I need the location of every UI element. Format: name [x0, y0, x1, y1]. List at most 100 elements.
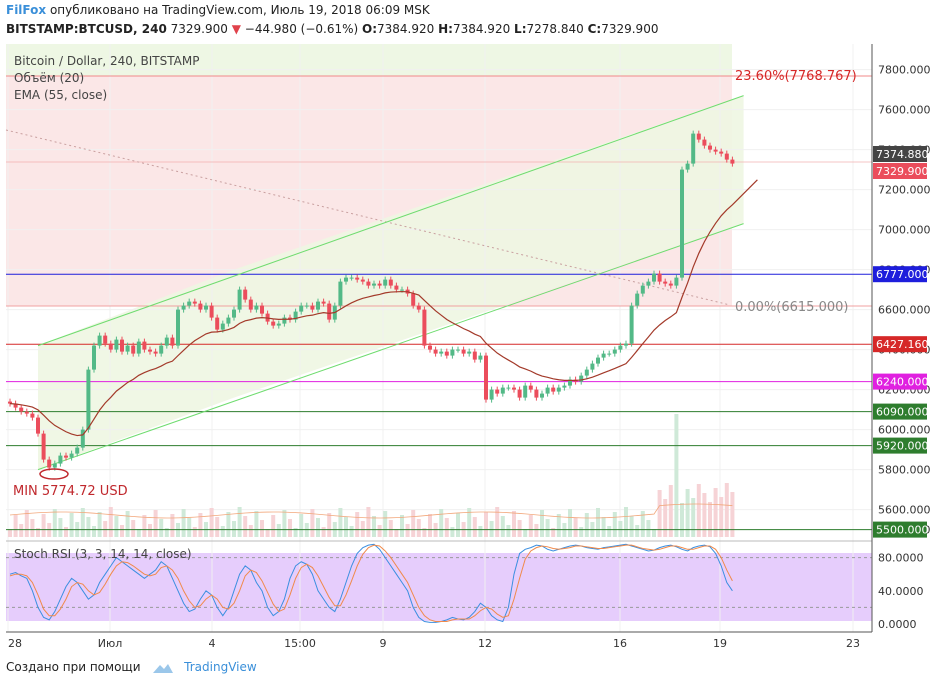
- candle-body: [422, 309, 427, 346]
- candle-body: [170, 337, 175, 346]
- candle-body: [176, 309, 180, 346]
- volume-bar: [405, 524, 410, 537]
- candle-body: [131, 345, 136, 354]
- volume-bar: [568, 509, 572, 537]
- volume-bar: [528, 515, 533, 537]
- candle-body: [517, 389, 522, 398]
- candle-body: [36, 417, 40, 434]
- volume-bar: [8, 529, 12, 537]
- stoch-title: Stoch RSI (3, 3, 14, 14, close): [14, 547, 192, 561]
- candle-body: [411, 293, 416, 306]
- candle-body: [674, 277, 679, 286]
- price-tag-bg: [873, 373, 927, 390]
- volume-bar: [310, 509, 315, 537]
- candle-body: [428, 345, 432, 350]
- close-value: 7329.900: [601, 22, 659, 36]
- down-triangle-icon: ▼: [231, 22, 241, 36]
- volume-bar: [708, 502, 712, 537]
- volume-bar: [472, 517, 477, 537]
- candle-body: [164, 337, 169, 346]
- candle-body: [310, 305, 315, 310]
- candle-body: [47, 459, 52, 468]
- candle-body: [344, 277, 348, 282]
- volume-bar: [545, 519, 550, 537]
- x-tick-label: Июл: [98, 637, 123, 650]
- candle-body: [148, 349, 152, 352]
- candle-body: [181, 305, 186, 310]
- volume-bar: [153, 510, 158, 537]
- volume-bar: [523, 529, 528, 537]
- volume-bar: [41, 514, 46, 537]
- candle-body: [512, 387, 516, 390]
- volume-bar: [114, 516, 119, 537]
- volume-bar: [685, 489, 690, 537]
- candle-body: [80, 429, 85, 448]
- volume-bar: [192, 527, 197, 537]
- volume-bar: [125, 511, 130, 537]
- volume-bar: [164, 528, 169, 537]
- price-tags: 7374.880 7329.900 6777.000 6427.160 6240.000…: [873, 146, 929, 538]
- candle-body: [484, 355, 488, 400]
- stoch-k: [9, 543, 733, 623]
- candle-body: [108, 343, 113, 350]
- volume-bar: [282, 510, 287, 537]
- candle-body: [691, 133, 696, 164]
- low-value: 7278.840: [526, 22, 584, 36]
- volume-bar: [657, 490, 662, 537]
- volume-bar: [696, 484, 701, 537]
- volume-bar: [478, 526, 483, 537]
- candle-body: [254, 305, 259, 310]
- candle-body: [472, 351, 477, 360]
- volume-bar: [624, 507, 628, 537]
- fib-bottom-label: 0.00%(6615.000): [735, 300, 848, 315]
- axes: 7800.0007600.0007400.0007200.0007000.000…: [6, 44, 931, 650]
- candle-body: [652, 273, 656, 282]
- author-name[interactable]: FilFox: [6, 3, 47, 17]
- candle-body: [372, 283, 376, 286]
- fib-top-label: 23.60%(7768.767): [735, 69, 857, 84]
- candle-body: [220, 323, 225, 330]
- volume-bar: [584, 513, 589, 537]
- volume-bar: [232, 521, 236, 537]
- volume-bar: [635, 525, 640, 537]
- candle-body: [629, 305, 634, 344]
- candle-body: [120, 339, 124, 352]
- volume-bar: [344, 517, 348, 537]
- candle-body: [243, 289, 248, 300]
- candle-body: [500, 387, 505, 394]
- tradingview-link[interactable]: TradingView: [184, 660, 257, 674]
- stoch-tick-label: 0.0000: [878, 618, 917, 631]
- candle-body: [702, 139, 707, 146]
- candle-body: [528, 385, 533, 390]
- volume-bar: [108, 507, 113, 537]
- x-tick-label: 12: [478, 637, 492, 650]
- candle-body: [584, 369, 589, 376]
- candle-body: [545, 387, 550, 394]
- ema-55: [9, 179, 758, 437]
- candle-body: [271, 321, 276, 326]
- volume-bar: [372, 516, 376, 537]
- volume-bar: [181, 509, 186, 537]
- candle-body: [226, 317, 231, 324]
- publish-info: FilFox опубликовано на TradingView.com, …: [6, 2, 430, 18]
- stoch-band: [6, 553, 872, 621]
- legend-volume: Объём (20): [14, 71, 84, 85]
- candle-body: [534, 389, 539, 398]
- volume-bar: [30, 519, 35, 537]
- min-price-label: MIN 5774.72 USD: [13, 484, 128, 499]
- candle-body: [696, 133, 701, 140]
- volume-bar: [540, 510, 544, 537]
- candle-body: [327, 303, 332, 320]
- volume-bar: [517, 520, 522, 537]
- price-tag-bg: [873, 336, 927, 353]
- candle-body: [114, 339, 119, 350]
- candle-body: [75, 447, 80, 454]
- volume-bar: [652, 529, 656, 537]
- price-tag-value: 7374.880: [876, 148, 929, 161]
- candle-body: [724, 153, 729, 160]
- volume-bar: [646, 520, 651, 537]
- candle-body: [388, 279, 393, 286]
- candle-body: [136, 341, 141, 354]
- candle-body: [551, 387, 556, 392]
